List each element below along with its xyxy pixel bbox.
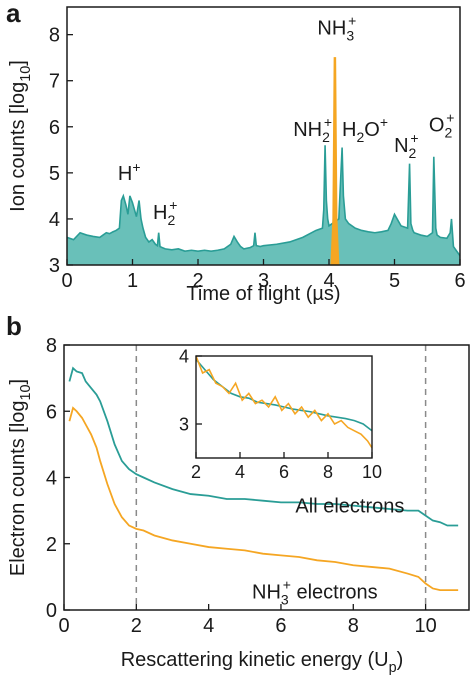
electron-y-tick-label: 4 (46, 468, 57, 490)
electron-x-tick-label: 2 (131, 615, 142, 637)
panel-b-label: b (6, 311, 22, 341)
ion-peak-label-h2: H2+ (153, 197, 177, 228)
ion-x-tick-label: 5 (389, 270, 400, 292)
inset-x-tick-label: 4 (235, 462, 245, 482)
ion-y-tick-label: 6 (49, 117, 60, 139)
electron-y-tick-label: 8 (46, 335, 57, 357)
electron-x-tick-label: 4 (203, 615, 214, 637)
electron-spectrum-chart: 0 2 4 6 8 10 0 2 4 6 8 All electrons NH3+ electrons… (7, 335, 469, 676)
inset-x-tick-label: 2 (191, 462, 201, 482)
electron-y-tick-label: 6 (46, 401, 57, 423)
electron-series-labels: All electrons NH3+ electrons (252, 495, 404, 607)
ion-y-tick-label: 3 (49, 255, 60, 277)
ion-peak-label-o2: O2+ (429, 109, 455, 140)
electron-y-tick-label: 0 (46, 600, 57, 622)
inset-y-tick-label: 3 (179, 414, 189, 434)
inset-x-tick-label: 10 (362, 462, 382, 482)
electron-x-tick-label: 6 (275, 615, 286, 637)
inset-chart: 2 4 6 8 10 3 4 (179, 346, 382, 482)
ion-spectrum-plot-area (67, 58, 460, 265)
ion-x-tick-label: 1 (127, 270, 138, 292)
ion-peak-label-h: H+ (118, 159, 141, 185)
ion-peak-label-h2o: H2O+ (342, 114, 388, 145)
electron-x-tick-label: 8 (348, 615, 359, 637)
ion-nh3-peak (331, 58, 339, 265)
electron-y-tick-label: 2 (46, 534, 57, 556)
panel-a-label: a (6, 0, 21, 28)
electron-x-tick-label: 0 (58, 615, 69, 637)
label-nh3-electrons: NH3+ electrons (252, 576, 378, 607)
ion-peak-label-n2: N2+ (394, 130, 418, 161)
ion-peak-label-nh2: NH2+ (293, 114, 332, 145)
electron-y-axis-title: Electron counts [log10] (7, 379, 34, 576)
ion-x-tick-label: 0 (61, 270, 72, 292)
label-all-electrons: All electrons (295, 495, 404, 517)
ion-peak-labels: H+ H2+ NH3+ NH2+ H2O+N2+ O2+ (118, 13, 455, 228)
ion-y-tick-label: 8 (49, 25, 60, 47)
ion-y-tick-label: 7 (49, 71, 60, 93)
inset-x-tick-label: 8 (323, 462, 333, 482)
inset-y-tick-label: 4 (179, 346, 189, 366)
ion-peak-label-nh3: NH3+ (317, 13, 356, 44)
inset-x-tick-label: 6 (279, 462, 289, 482)
ion-x-tick-label: 6 (454, 270, 465, 292)
ion-y-tick-label: 4 (49, 209, 60, 231)
ion-y-tick-label: 5 (49, 163, 60, 185)
ion-x-axis-title: Time of flight (µs) (186, 283, 340, 305)
electron-x-tick-label: 10 (414, 615, 436, 637)
electron-x-axis-title: Rescattering kinetic energy (Up) (121, 649, 404, 676)
ion-y-axis-title: Ion counts [log10] (7, 60, 34, 212)
